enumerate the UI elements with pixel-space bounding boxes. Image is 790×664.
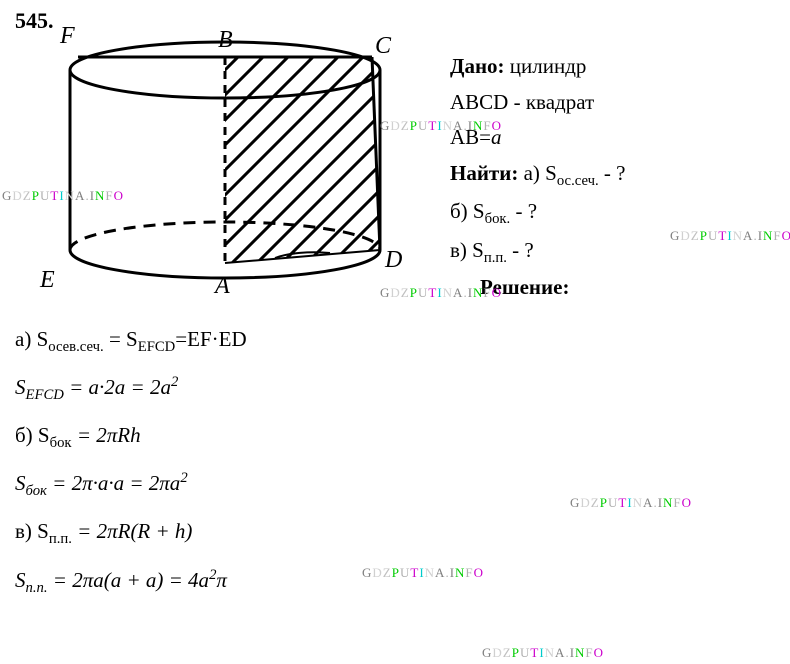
given-title: Дано: bbox=[450, 54, 505, 78]
given-abcd: ABCD bbox=[450, 90, 508, 114]
sol-a-1: а) Sосев.сеч. = SEFCD=EF·ED bbox=[15, 320, 247, 362]
find-b-text: б) S bbox=[450, 199, 485, 223]
sol-b2-b: = 2π·a·a = 2πa bbox=[47, 471, 180, 495]
label-d: D bbox=[384, 247, 402, 273]
cylinder-diagram: F B C E A D bbox=[30, 25, 410, 305]
sol-a2-a: S bbox=[15, 375, 26, 399]
sol-c1-a: в) S bbox=[15, 519, 49, 543]
find-a-text: а) S bbox=[518, 161, 557, 185]
given-ab: AB= bbox=[450, 125, 491, 149]
find-title: Найти: bbox=[450, 161, 518, 185]
label-a: A bbox=[213, 273, 230, 299]
sol-b1-b: = 2πRh bbox=[72, 423, 141, 447]
sol-b-1: б) Sбок = 2πRh bbox=[15, 416, 247, 458]
find-a-end: - ? bbox=[599, 161, 626, 185]
given-line-1: Дано: цилиндр bbox=[450, 50, 625, 84]
find-b-sub: бок. bbox=[485, 212, 511, 228]
find-a-sub: ос.сеч. bbox=[557, 173, 599, 189]
find-line-c: в) Sп.п. - ? bbox=[450, 234, 625, 271]
watermark-7: GDZPUTINA.INFO bbox=[482, 645, 604, 661]
sol-c2-sub: п.п. bbox=[26, 580, 48, 596]
sol-c2-a: S bbox=[15, 568, 26, 592]
sol-b1-a: б) S bbox=[15, 423, 50, 447]
sol-c-1: в) Sп.п. = 2πR(R + h) bbox=[15, 512, 247, 554]
sol-c2-b: = 2πa(a + a) = 4a bbox=[48, 568, 210, 592]
sol-a1-b: = S bbox=[104, 327, 138, 351]
sol-b2-a: S bbox=[15, 471, 26, 495]
cylinder-svg: F B C E A D bbox=[30, 25, 410, 305]
sol-a1-a: а) S bbox=[15, 327, 48, 351]
solution-section: а) Sосев.сеч. = SEFCD=EF·ED SEFCD = a·2a… bbox=[15, 320, 247, 609]
watermark-6: GDZPUTINA.INFO bbox=[362, 565, 484, 581]
sol-a2-sub: EFCD bbox=[26, 387, 64, 403]
label-f: F bbox=[59, 25, 75, 49]
sol-a-2: SEFCD = a·2a = 2a2 bbox=[15, 368, 247, 410]
label-b: B bbox=[218, 27, 233, 53]
find-c-end: - ? bbox=[507, 238, 534, 262]
sol-b1-sub: бок bbox=[50, 435, 72, 451]
sol-a1-c: =EF·ED bbox=[175, 327, 246, 351]
find-line-a: Найти: а) Sос.сеч. - ? bbox=[450, 157, 625, 194]
watermark-3: GDZPUTINA.INFO bbox=[670, 228, 790, 244]
given-square: - квадрат bbox=[508, 90, 594, 114]
find-line-b: б) Sбок. - ? bbox=[450, 195, 625, 232]
given-line-2: ABCD - квадрат bbox=[450, 86, 625, 120]
sol-b2-sup: 2 bbox=[180, 470, 187, 486]
sol-c1-sub: п.п. bbox=[49, 532, 72, 548]
given-a-val: a bbox=[491, 125, 502, 149]
sol-c2-c: π bbox=[216, 568, 227, 592]
watermark-5: GDZPUTINA.INFO bbox=[570, 495, 692, 511]
sol-c1-b: = 2πR(R + h) bbox=[72, 519, 193, 543]
find-b-end: - ? bbox=[510, 199, 537, 223]
given-cylinder: цилиндр bbox=[510, 54, 587, 78]
find-c-sub: п.п. bbox=[484, 250, 507, 266]
given-line-3: AB=a bbox=[450, 121, 625, 155]
label-e: E bbox=[39, 267, 55, 293]
given-section: Дано: цилиндр ABCD - квадрат AB=a Найти:… bbox=[450, 50, 625, 273]
sol-c-2: Sп.п. = 2πa(a + a) = 4a2π bbox=[15, 561, 247, 603]
sol-a2-sup: 2 bbox=[171, 374, 178, 390]
sol-b-2: Sбок = 2π·a·a = 2πa2 bbox=[15, 464, 247, 506]
sol-a1-sub2: EFCD bbox=[138, 339, 176, 355]
label-c: C bbox=[375, 33, 392, 59]
sol-a2-b: = a·2a = 2a bbox=[64, 375, 171, 399]
sol-a1-sub1: осев.сеч. bbox=[48, 339, 103, 355]
sol-b2-sub: бок bbox=[26, 484, 47, 500]
solution-header: Решение: bbox=[480, 275, 569, 300]
find-c-text: в) S bbox=[450, 238, 484, 262]
